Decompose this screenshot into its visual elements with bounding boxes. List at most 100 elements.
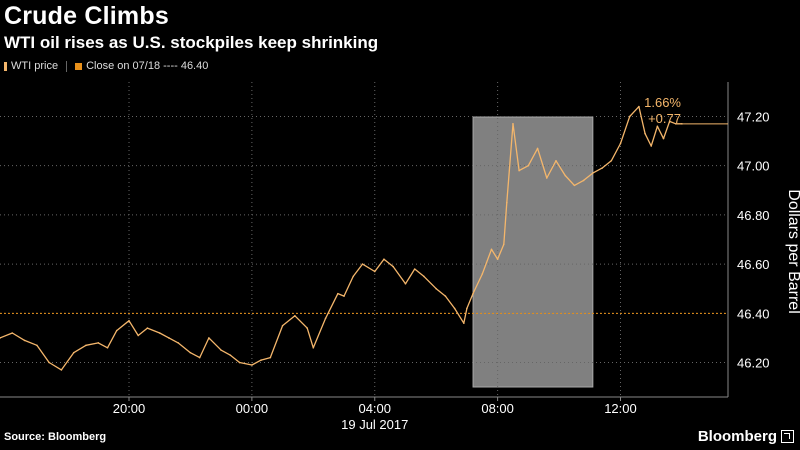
price-point — [198, 356, 201, 359]
price-point — [361, 263, 364, 265]
x-tick-label: 00:00 — [236, 401, 269, 416]
price-point — [189, 351, 192, 354]
price-point — [23, 339, 26, 342]
price-point — [536, 147, 539, 150]
change-abs-label: +0.77 — [648, 111, 681, 126]
brand-name: Bloomberg — [697, 428, 777, 445]
chart-title: Crude Climbs — [4, 2, 169, 30]
price-point — [373, 270, 376, 273]
price-point — [312, 346, 315, 349]
price-point — [168, 337, 170, 339]
price-point — [610, 159, 613, 162]
price-point — [229, 354, 232, 356]
price-point — [592, 172, 594, 174]
price-point — [435, 287, 437, 290]
price-point — [656, 125, 659, 128]
x-tick-label: 04:00 — [358, 401, 391, 416]
price-point — [238, 361, 241, 364]
price-point — [413, 268, 416, 270]
price-point — [60, 369, 63, 371]
price-point — [72, 351, 75, 354]
price-point — [638, 105, 640, 108]
price-point — [481, 273, 484, 275]
price-point — [674, 123, 677, 125]
price-point — [128, 319, 130, 322]
price-point — [444, 295, 447, 297]
x-date-label: 19 Jul 2017 — [341, 417, 408, 432]
price-point — [0, 337, 1, 339]
price-point — [466, 307, 468, 310]
price-point — [260, 359, 262, 361]
y-tick-label: 46.40 — [737, 306, 770, 321]
y-tick-label: 47.00 — [737, 159, 770, 174]
legend-separator — [66, 60, 68, 72]
legend-swatch-close — [75, 62, 83, 70]
price-point — [644, 132, 646, 135]
price-point — [392, 265, 394, 268]
price-point — [158, 332, 161, 334]
price-point — [453, 307, 456, 310]
legend-label-price: WTI price — [11, 60, 59, 72]
brand-arrow-icon — [781, 430, 794, 443]
price-point — [85, 344, 87, 347]
price-point — [294, 314, 296, 317]
price-point — [573, 184, 576, 187]
y-tick-label: 46.20 — [737, 356, 770, 371]
price-point — [555, 159, 557, 162]
x-tick-label: 08:00 — [481, 401, 514, 416]
price-point — [137, 334, 140, 337]
brand-logo: Bloomberg — [698, 428, 794, 445]
price-point — [619, 142, 622, 145]
legend-label-close: Close on 07/18 ---- 46.40 — [86, 60, 209, 72]
price-point — [506, 201, 508, 204]
price-point — [146, 327, 149, 329]
legend-swatch-price — [4, 61, 7, 71]
price-point — [601, 167, 603, 169]
price-point — [545, 177, 548, 179]
legend-item-close[interactable]: Close on 07/18 ---- 46.40 — [75, 60, 208, 72]
price-point — [337, 292, 339, 295]
price-point — [106, 346, 109, 349]
price-point — [251, 364, 253, 366]
change-pct-label: 1.66% — [644, 95, 681, 110]
price-point — [220, 349, 222, 352]
x-tick-label: 12:00 — [604, 401, 637, 416]
legend: WTI price Close on 07/18 ---- 46.40 — [4, 60, 216, 72]
price-point — [115, 329, 118, 332]
price-point — [527, 164, 530, 167]
price-point — [496, 258, 499, 260]
price-point — [463, 322, 465, 324]
price-point — [383, 258, 385, 260]
y-tick-label: 46.80 — [737, 208, 770, 223]
chart-subtitle: WTI oil rises as U.S. stockpiles keep sh… — [4, 33, 379, 52]
price-point — [472, 292, 474, 295]
y-axis-title: Dollars per Barrel — [785, 189, 800, 313]
price-point — [306, 327, 308, 329]
price-point — [423, 275, 425, 278]
source-note: Source: Bloomberg — [4, 431, 107, 443]
price-point — [269, 356, 272, 359]
price-point — [518, 169, 520, 172]
price-point — [650, 145, 653, 147]
price-point — [502, 243, 505, 246]
price-point — [97, 342, 100, 344]
legend-item-price[interactable]: WTI price — [4, 60, 58, 72]
y-tick-label: 47.20 — [737, 109, 770, 124]
price-point — [281, 324, 284, 327]
price-point — [490, 248, 493, 251]
x-tick-label: 20:00 — [113, 401, 146, 416]
price-point — [343, 295, 345, 297]
price-point — [208, 337, 210, 339]
price-point — [582, 179, 585, 182]
price-point — [668, 120, 671, 123]
price-point — [512, 123, 514, 125]
price-point — [177, 342, 179, 344]
price-point — [48, 361, 50, 364]
price-point — [662, 137, 665, 140]
price-point — [564, 174, 566, 177]
price-point — [352, 275, 355, 278]
price-point — [404, 282, 407, 285]
price-series-line — [0, 105, 682, 371]
price-point — [36, 344, 38, 347]
